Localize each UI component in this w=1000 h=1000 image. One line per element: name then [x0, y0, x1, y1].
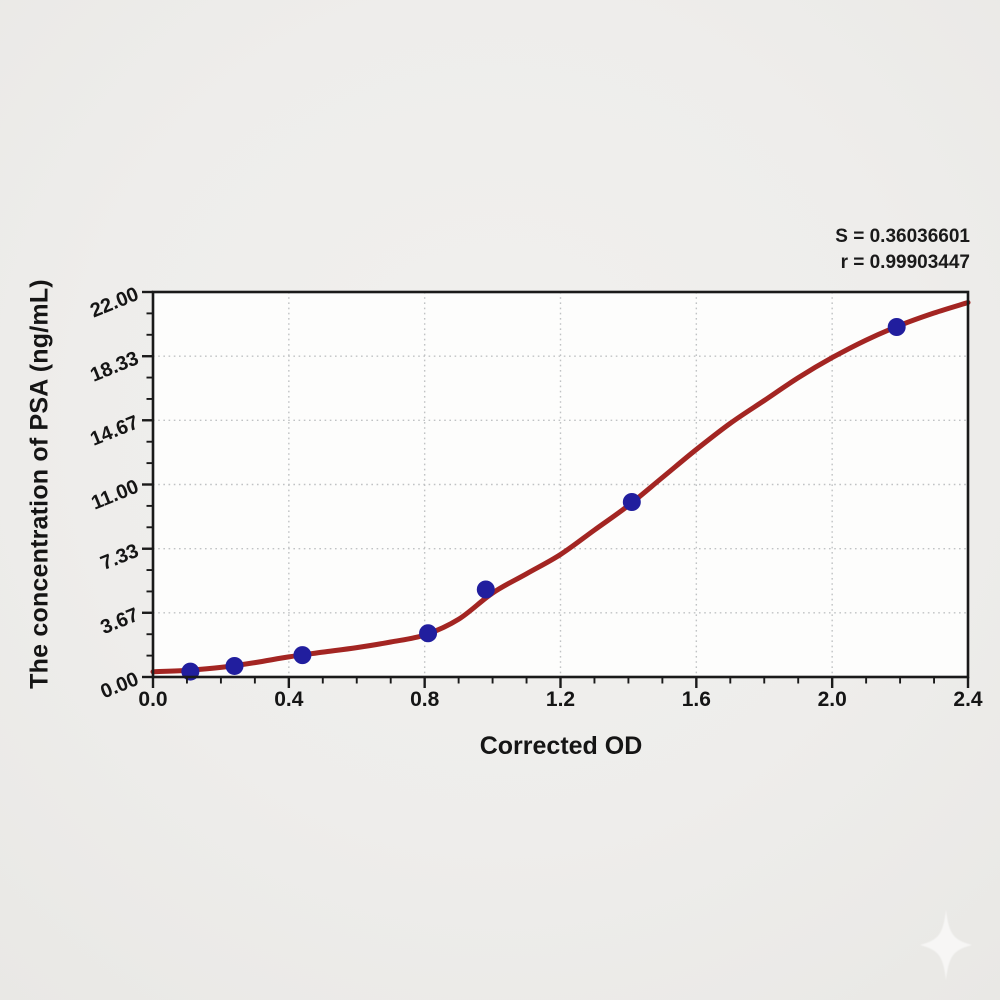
y-tick-label: 22.00 — [87, 283, 142, 322]
x-axis-title: Corrected OD — [479, 732, 643, 760]
data-point — [225, 656, 244, 675]
x-tick-label: 1.2 — [546, 688, 575, 711]
y-tick-label: 14.67 — [87, 412, 142, 451]
x-tick-label: 1.6 — [682, 688, 711, 711]
x-tick-label: 0.4 — [274, 688, 304, 711]
x-tick-label: 2.4 — [953, 688, 983, 711]
data-point — [293, 646, 312, 665]
sparkle-watermark-icon — [920, 910, 972, 980]
y-tick-label: 18.33 — [87, 347, 142, 386]
data-point — [887, 318, 906, 336]
r-value-label: r = 0.99903447 — [840, 252, 970, 273]
x-tick-label: 0.8 — [410, 688, 440, 711]
fit-statistics: S = 0.36036601 r = 0.99903447 — [835, 224, 970, 276]
y-tick-label: 3.67 — [98, 604, 142, 639]
y-tick-label: 7.33 — [98, 540, 142, 575]
data-point — [419, 624, 438, 643]
s-value-label: S = 0.36036601 — [835, 226, 970, 247]
y-tick-label: 11.00 — [88, 476, 142, 515]
y-tick-label: 0.00 — [98, 668, 142, 703]
data-point — [622, 493, 641, 511]
y-axis-title: The concentration of PSA (ng/mL) — [25, 279, 54, 689]
x-tick-label: 0.0 — [138, 688, 167, 711]
fit-curve — [150, 300, 971, 675]
data-point — [476, 580, 495, 599]
x-tick-label: 2.0 — [818, 688, 847, 711]
